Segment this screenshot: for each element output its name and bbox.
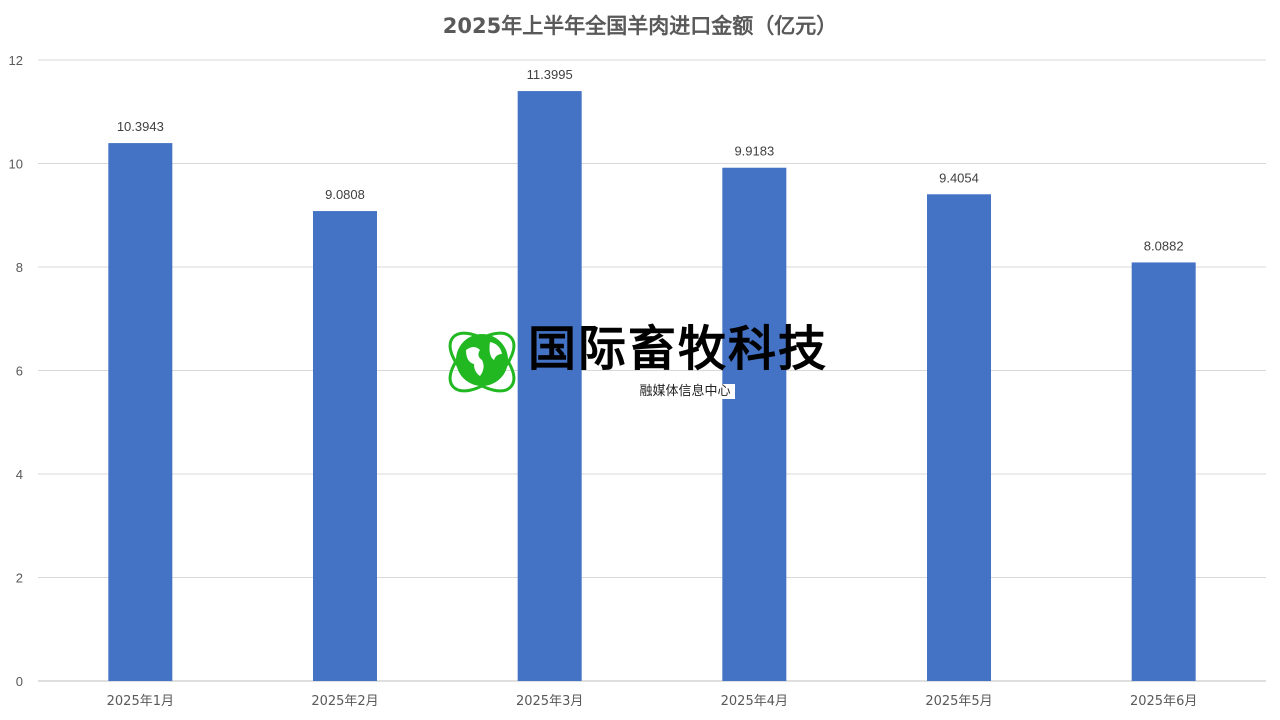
- bar: [1131, 262, 1196, 681]
- y-tick-label: 6: [16, 364, 23, 379]
- y-tick-label: 10: [9, 157, 23, 172]
- y-tick-label: 0: [16, 674, 23, 689]
- y-tick-label: 4: [16, 467, 23, 482]
- y-tick-label: 8: [16, 260, 23, 275]
- x-tick-label: 2025年4月: [721, 694, 788, 709]
- watermark-title: 国际畜牧科技: [528, 321, 829, 377]
- globe-icon: [448, 331, 516, 393]
- data-label: 9.9183: [734, 144, 774, 159]
- x-tick-label: 2025年1月: [107, 694, 174, 709]
- y-tick-label: 12: [9, 53, 23, 68]
- bar: [313, 211, 377, 681]
- watermark-subtitle: 融媒体信息中心: [635, 384, 735, 399]
- bar: [722, 167, 787, 682]
- x-tick-label: 2025年6月: [1130, 694, 1197, 709]
- x-tick-label: 2025年3月: [516, 694, 583, 709]
- data-label: 9.0808: [325, 187, 365, 202]
- data-label: 10.3943: [117, 119, 164, 134]
- chart-title: 2025年上半年全国羊肉进口金额（亿元）: [442, 14, 838, 38]
- y-tick-label: 2: [16, 571, 23, 586]
- bar: [108, 143, 173, 681]
- data-label: 9.4054: [939, 170, 979, 185]
- watermark-logo: 国际畜牧科技 融媒体信息中心: [442, 320, 842, 404]
- bar: [517, 91, 582, 682]
- x-tick-label: 2025年5月: [925, 694, 992, 709]
- data-label: 11.3995: [527, 67, 573, 82]
- data-label: 8.0882: [1144, 238, 1184, 253]
- x-tick-label: 2025年2月: [311, 694, 378, 709]
- bar: [927, 194, 991, 681]
